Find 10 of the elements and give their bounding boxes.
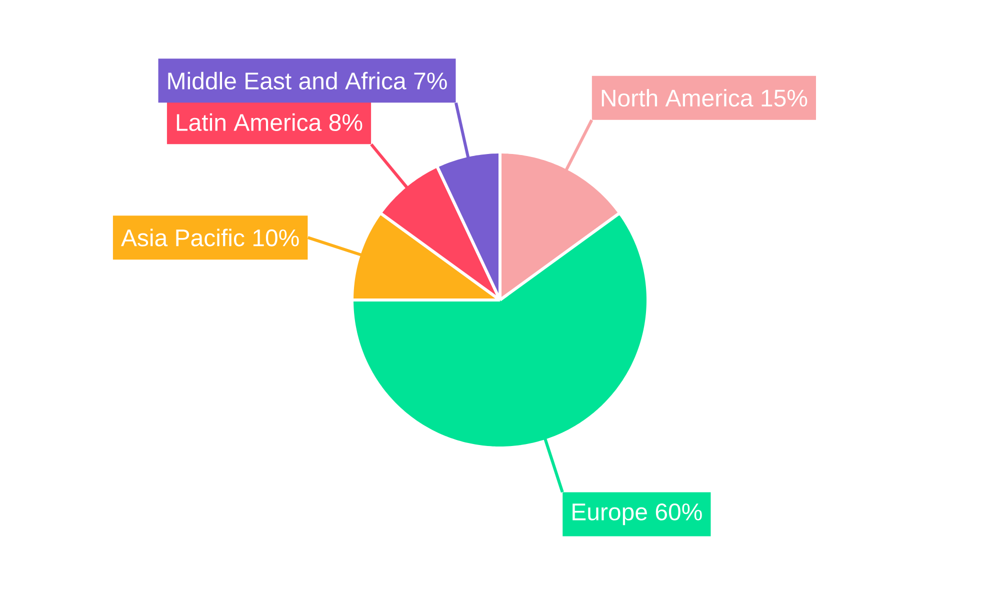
slice-label: Latin America — [176, 113, 322, 131]
data-label: 15% — [762, 90, 808, 107]
data-label: 10% — [253, 229, 299, 246]
data-label: 7% — [414, 72, 447, 90]
data-label: 8% — [329, 114, 362, 131]
data-label: 60% — [656, 503, 702, 520]
slice-label: Middle East and Africa — [168, 72, 406, 90]
slice-label: Europe — [572, 504, 647, 526]
slice-label: North America — [602, 89, 754, 107]
slice-label: Asia Pacific — [120, 228, 244, 246]
